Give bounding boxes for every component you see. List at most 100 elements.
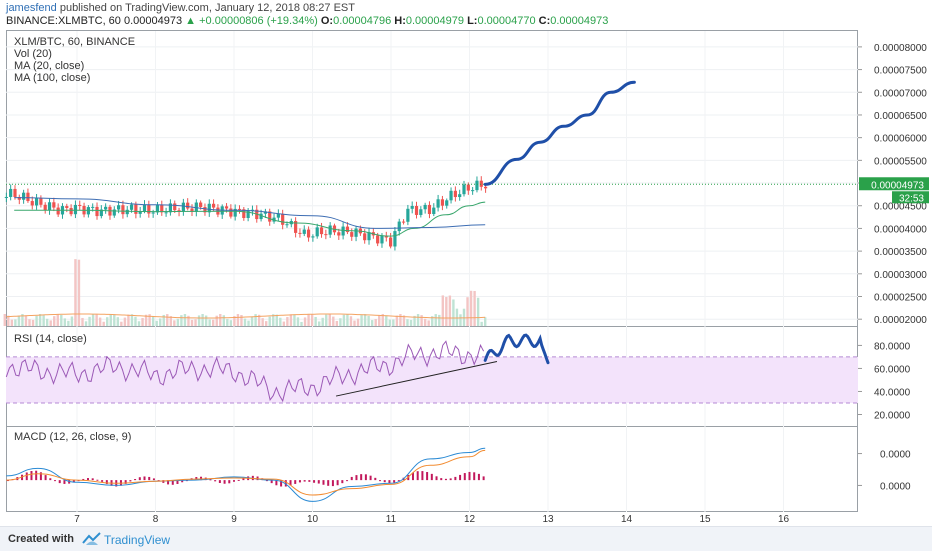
macd-histogram-bar bbox=[444, 478, 447, 481]
volume-bar bbox=[162, 314, 165, 326]
pane-separator-macd[interactable] bbox=[6, 426, 858, 427]
macd-histogram-bar bbox=[39, 472, 42, 481]
volume-bar bbox=[81, 317, 84, 326]
macd-histogram-bar bbox=[322, 480, 325, 485]
macd-histogram-bar bbox=[374, 477, 377, 481]
candle-body bbox=[224, 206, 229, 209]
candle-body bbox=[13, 188, 17, 197]
macd-signal-line bbox=[6, 449, 486, 496]
volume-bar bbox=[317, 321, 321, 326]
macd-histogram-bar bbox=[218, 480, 221, 483]
volume-bar bbox=[159, 318, 162, 326]
chart-canvas[interactable]: 0.00002000 0.00002500 0.00003000 0.00003500… bbox=[0, 0, 932, 526]
candle-body bbox=[263, 211, 267, 214]
macd-histogram-bar bbox=[275, 480, 278, 486]
volume-bar bbox=[176, 318, 180, 326]
volume-bar bbox=[106, 317, 109, 326]
volume-bar bbox=[339, 318, 342, 326]
candle-body bbox=[406, 208, 410, 222]
candle-body bbox=[9, 188, 13, 197]
candle-body bbox=[99, 209, 103, 217]
volume-bar bbox=[173, 320, 176, 326]
macd-histogram-bar bbox=[143, 476, 146, 481]
volume-bar bbox=[476, 297, 480, 326]
macd-histogram-bar bbox=[355, 475, 358, 481]
macd-histogram-bar bbox=[265, 480, 268, 482]
volume-bar bbox=[194, 319, 197, 326]
time-tick-label: 8 bbox=[153, 514, 159, 525]
macd-histogram-bar bbox=[411, 472, 414, 481]
macd-histogram-bar bbox=[294, 480, 297, 484]
volume-bar bbox=[215, 315, 218, 326]
candle-body bbox=[471, 190, 475, 192]
candle-body bbox=[354, 228, 358, 237]
volume-bar bbox=[116, 317, 120, 326]
volume-bar bbox=[395, 315, 399, 326]
chart-frame[interactable] bbox=[6, 30, 858, 512]
rsi-legend: RSI (14, close) bbox=[14, 333, 87, 345]
macd-histogram-bar bbox=[327, 480, 330, 486]
macd-histogram-bar bbox=[463, 473, 466, 481]
macd-histogram-bar bbox=[421, 471, 424, 481]
pane-separator-rsi[interactable] bbox=[6, 326, 858, 327]
volume-bar bbox=[272, 314, 275, 326]
volume-bar bbox=[289, 314, 293, 326]
macd-histogram-bar bbox=[96, 479, 99, 481]
volume-bar bbox=[399, 314, 402, 326]
macd-histogram-bar bbox=[157, 480, 160, 482]
candle-body bbox=[91, 206, 95, 208]
candle-body bbox=[414, 205, 419, 215]
volume-bar bbox=[413, 315, 416, 326]
price-tick-label: 0.00006000 bbox=[874, 134, 927, 145]
volume-bar bbox=[233, 316, 236, 326]
macd-histogram-bar bbox=[449, 478, 452, 481]
candle-body bbox=[246, 211, 250, 218]
candle-body bbox=[389, 237, 393, 247]
candle-body bbox=[147, 204, 151, 214]
volume-bar bbox=[452, 299, 455, 326]
author-link[interactable]: jamesfend bbox=[6, 2, 57, 14]
volume-bar bbox=[388, 319, 392, 326]
macd-histogram-bar bbox=[86, 478, 89, 481]
volume-bar bbox=[236, 314, 240, 326]
low-value: 0.00004770 bbox=[477, 15, 536, 27]
candle-body bbox=[384, 235, 388, 238]
macd-histogram-bar bbox=[171, 480, 174, 485]
candle-body bbox=[401, 221, 406, 223]
macd-histogram-bar bbox=[336, 480, 339, 486]
macd-histogram-bar bbox=[148, 476, 151, 481]
volume-bar bbox=[363, 314, 367, 326]
price-tick-label: 0.00007500 bbox=[874, 66, 927, 77]
rsi-band bbox=[6, 356, 858, 403]
macd-histogram-bar bbox=[214, 480, 217, 482]
macd-histogram-bar bbox=[459, 474, 462, 481]
volume-bar bbox=[431, 316, 434, 326]
macd-histogram-bar bbox=[101, 480, 104, 482]
candle-body bbox=[233, 208, 237, 217]
high-value: 0.00004979 bbox=[405, 15, 464, 27]
time-tick-label: 14 bbox=[621, 514, 633, 525]
volume-bar bbox=[56, 314, 59, 326]
candle-body bbox=[164, 212, 168, 214]
volume-bar bbox=[49, 320, 52, 326]
candle-body bbox=[475, 180, 479, 191]
candle-body bbox=[30, 201, 34, 206]
macd-histogram-bar bbox=[360, 474, 363, 481]
volume-bar bbox=[77, 259, 81, 326]
macd-histogram-bar bbox=[49, 478, 52, 481]
volume-bar bbox=[144, 314, 148, 326]
volume-bar bbox=[374, 319, 377, 326]
macd-histogram-bar bbox=[54, 480, 57, 482]
macd-histogram-bar bbox=[44, 475, 47, 481]
volume-bar bbox=[462, 308, 466, 326]
macd-histogram-bar bbox=[138, 477, 141, 481]
volume-bar bbox=[427, 320, 430, 326]
macd-histogram-bar bbox=[72, 480, 75, 483]
volume-bar bbox=[250, 316, 254, 326]
time-tick-label: 11 bbox=[386, 514, 397, 525]
volume-bar bbox=[441, 295, 445, 326]
footer: Created with TradingView bbox=[0, 526, 932, 551]
candle-body bbox=[423, 204, 427, 210]
tradingview-brand-link[interactable]: TradingView bbox=[104, 533, 171, 547]
macd-histogram-bar bbox=[176, 480, 179, 484]
